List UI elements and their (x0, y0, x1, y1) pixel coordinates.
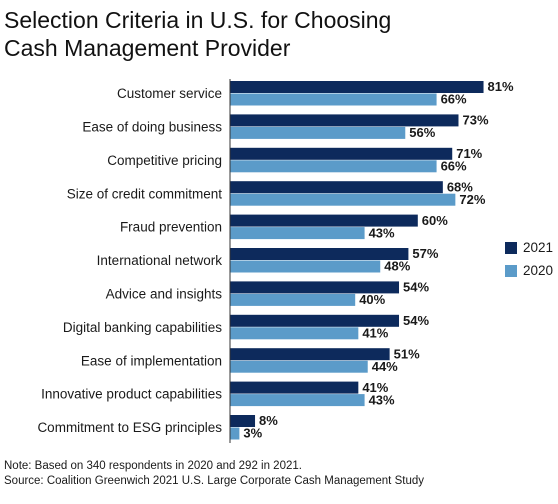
value-label: 8% (259, 413, 278, 428)
bar-2020-6 (230, 293, 356, 306)
value-label: 57% (412, 246, 438, 261)
value-label: 54% (403, 313, 429, 328)
value-label: 60% (422, 213, 448, 228)
bar-2020-10 (230, 427, 240, 440)
category-label: Digital banking capabilities (63, 320, 222, 335)
category-label: Fraud prevention (120, 220, 222, 235)
bar-2020-0 (230, 93, 437, 106)
value-label: 66% (441, 92, 467, 107)
legend-label-2020: 2020 (523, 263, 553, 278)
bar-2021-6 (230, 281, 400, 294)
bar-2020-8 (230, 360, 368, 373)
bar-2020-9 (230, 394, 365, 407)
bar-2020-1 (230, 126, 406, 139)
bar-2020-7 (230, 327, 359, 340)
chart-title-line-2: Cash Management Provider (4, 35, 291, 61)
value-label: 41% (362, 325, 388, 340)
bar-2021-5 (230, 248, 409, 260)
value-label: 44% (372, 359, 398, 374)
value-label: 73% (462, 113, 488, 128)
bar-2021-2 (230, 147, 453, 160)
bar-2021-4 (230, 214, 418, 227)
chart-title-line-1: Selection Criteria in U.S. for Choosing (4, 7, 392, 33)
category-label: Size of credit commitment (67, 186, 223, 201)
category-label: Ease of implementation (81, 353, 222, 368)
category-label: Commitment to ESG principles (37, 420, 222, 435)
category-label: Innovative product capabilities (41, 387, 222, 402)
bar-2020-3 (230, 193, 456, 206)
value-label: 72% (459, 192, 485, 207)
bar-2021-3 (230, 181, 443, 194)
category-label: International network (97, 253, 223, 268)
category-label: Competitive pricing (107, 153, 222, 168)
value-label: 3% (243, 426, 262, 441)
bar-2021-8 (230, 348, 390, 361)
source-text: Source: Coalition Greenwich 2021 U.S. La… (4, 475, 424, 487)
value-label: 48% (384, 259, 410, 274)
bar-2020-4 (230, 227, 365, 240)
value-label: 81% (488, 79, 514, 94)
value-label: 56% (409, 125, 435, 140)
bar-2021-7 (230, 314, 400, 327)
bar-2021-10 (230, 415, 256, 427)
bar-2021-1 (230, 114, 459, 127)
bar-2021-9 (230, 381, 359, 394)
value-label: 71% (456, 146, 482, 161)
value-label: 43% (369, 392, 395, 407)
value-label: 40% (359, 292, 385, 307)
legend-label-2021: 2021 (523, 240, 553, 255)
category-label: Advice and insights (106, 286, 223, 301)
category-label: Customer service (117, 86, 222, 101)
note-text: Note: Based on 340 respondents in 2020 a… (4, 460, 302, 472)
legend-swatch-2020 (505, 265, 517, 277)
value-label: 43% (369, 225, 395, 240)
legend-swatch-2021 (505, 242, 517, 254)
value-label: 51% (394, 346, 420, 361)
bar-2021-0 (230, 81, 484, 93)
chart-title: Selection Criteria in U.S. for Choosing … (4, 6, 544, 62)
value-label: 68% (447, 179, 473, 194)
category-label: Ease of doing business (82, 119, 222, 134)
bar-2020-5 (230, 260, 381, 273)
bar-2020-2 (230, 160, 437, 173)
value-label: 41% (362, 380, 388, 395)
value-label: 54% (403, 280, 429, 295)
chart-notes: Note: Based on 340 respondents in 2020 a… (4, 459, 424, 489)
value-label: 66% (441, 158, 467, 173)
